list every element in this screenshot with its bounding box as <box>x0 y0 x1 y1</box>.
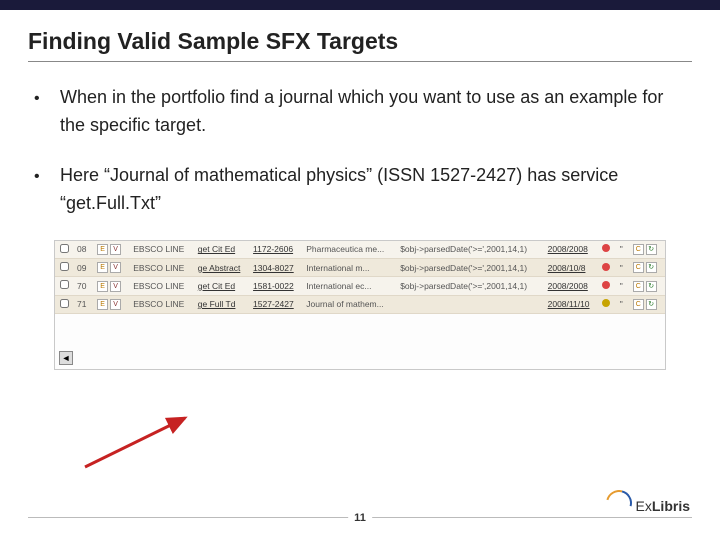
bullet-dot: • <box>34 162 60 218</box>
row-checkbox[interactable] <box>55 241 73 259</box>
edit-view-cell: EV <box>92 295 129 313</box>
quote-cell: " <box>616 295 628 313</box>
highlight-arrow <box>80 412 200 472</box>
screenshot-region: 08EVEBSCO LINEget Cit Ed1172-2606Pharmac… <box>54 240 666 370</box>
copy-button[interactable]: C <box>633 262 644 273</box>
row-id: 09 <box>73 259 92 277</box>
quote-cell: " <box>616 259 628 277</box>
bullet-list: • When in the portfolio find a journal w… <box>28 84 692 218</box>
threshold-cell: $obj->parsedDate('>=',2001,14,1) <box>396 241 543 259</box>
row-id: 71 <box>73 295 92 313</box>
actions-cell: C↻ <box>628 277 665 295</box>
issn-cell: 1172-2606 <box>249 241 302 259</box>
bullet-dot: • <box>34 84 60 140</box>
threshold-cell <box>396 295 543 313</box>
journal-cell: International ec... <box>302 277 396 295</box>
logo-arc-icon <box>606 494 632 514</box>
row-checkbox[interactable] <box>55 259 73 277</box>
edit-view-cell: EV <box>92 241 129 259</box>
view-button[interactable]: V <box>110 299 121 310</box>
target-cell: EBSCO LINE <box>129 277 194 295</box>
status-icon-cell <box>598 277 615 295</box>
refresh-button[interactable]: ↻ <box>646 299 657 310</box>
table-row: 71EVEBSCO LINEge Full Td1527-2427Journal… <box>55 295 665 313</box>
date-cell: 2008/2008 <box>544 241 599 259</box>
page-title: Finding Valid Sample SFX Targets <box>28 28 692 62</box>
status-icon-cell <box>598 295 615 313</box>
portfolio-table: 08EVEBSCO LINEget Cit Ed1172-2606Pharmac… <box>55 241 665 314</box>
threshold-cell: $obj->parsedDate('>=',2001,14,1) <box>396 277 543 295</box>
target-cell: EBSCO LINE <box>129 259 194 277</box>
row-checkbox[interactable] <box>55 295 73 313</box>
bullet-text: When in the portfolio find a journal whi… <box>60 84 686 140</box>
edit-button[interactable]: E <box>97 299 108 310</box>
bullet-item: • Here “Journal of mathematical physics”… <box>34 162 686 218</box>
threshold-cell: $obj->parsedDate('>=',2001,14,1) <box>396 259 543 277</box>
bullet-text: Here “Journal of mathematical physics” (… <box>60 162 686 218</box>
view-button[interactable]: V <box>110 244 121 255</box>
row-id: 08 <box>73 241 92 259</box>
target-cell: EBSCO LINE <box>129 295 194 313</box>
actions-cell: C↻ <box>628 259 665 277</box>
logo-text-plain: Ex <box>636 498 652 514</box>
copy-button[interactable]: C <box>633 299 644 310</box>
status-icon-cell <box>598 241 615 259</box>
copy-button[interactable]: C <box>633 244 644 255</box>
edit-view-cell: EV <box>92 277 129 295</box>
edit-button[interactable]: E <box>97 262 108 273</box>
edit-button[interactable]: E <box>97 281 108 292</box>
status-icon-cell <box>598 259 615 277</box>
view-button[interactable]: V <box>110 262 121 273</box>
top-accent-bar <box>0 0 720 10</box>
service-cell: get Cit Ed <box>194 241 249 259</box>
table-row: 09EVEBSCO LINEge Abstract1304-8027Intern… <box>55 259 665 277</box>
row-checkbox[interactable] <box>55 277 73 295</box>
issn-cell: 1304-8027 <box>249 259 302 277</box>
bullet-item: • When in the portfolio find a journal w… <box>34 84 686 140</box>
date-cell: 2008/2008 <box>544 277 599 295</box>
actions-cell: C↻ <box>628 241 665 259</box>
service-cell: ge Full Td <box>194 295 249 313</box>
journal-cell: Journal of mathem... <box>302 295 396 313</box>
actions-cell: C↻ <box>628 295 665 313</box>
table-row: 70EVEBSCO LINEget Cit Ed1581-0022Interna… <box>55 277 665 295</box>
view-button[interactable]: V <box>110 281 121 292</box>
service-cell: ge Abstract <box>194 259 249 277</box>
row-id: 70 <box>73 277 92 295</box>
table-row: 08EVEBSCO LINEget Cit Ed1172-2606Pharmac… <box>55 241 665 259</box>
service-cell: get Cit Ed <box>194 277 249 295</box>
edit-button[interactable]: E <box>97 244 108 255</box>
exlibris-logo: ExLibris <box>606 494 690 514</box>
copy-button[interactable]: C <box>633 281 644 292</box>
journal-cell: Pharmaceutica me... <box>302 241 396 259</box>
date-cell: 2008/10/8 <box>544 259 599 277</box>
issn-cell: 1527-2427 <box>249 295 302 313</box>
target-cell: EBSCO LINE <box>129 241 194 259</box>
slide-content: Finding Valid Sample SFX Targets • When … <box>0 10 720 370</box>
scroll-left-button[interactable]: ◄ <box>59 351 73 365</box>
quote-cell: " <box>616 277 628 295</box>
refresh-button[interactable]: ↻ <box>646 281 657 292</box>
issn-cell: 1581-0022 <box>249 277 302 295</box>
logo-text-bold: Libris <box>652 498 690 514</box>
date-cell: 2008/11/10 <box>544 295 599 313</box>
quote-cell: " <box>616 241 628 259</box>
refresh-button[interactable]: ↻ <box>646 262 657 273</box>
edit-view-cell: EV <box>92 259 129 277</box>
page-number: 11 <box>348 512 372 524</box>
journal-cell: International m... <box>302 259 396 277</box>
refresh-button[interactable]: ↻ <box>646 244 657 255</box>
